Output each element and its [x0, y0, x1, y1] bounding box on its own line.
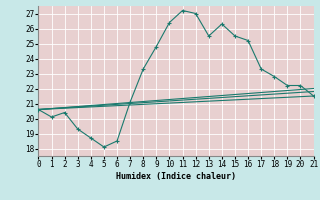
X-axis label: Humidex (Indice chaleur): Humidex (Indice chaleur) — [116, 172, 236, 181]
